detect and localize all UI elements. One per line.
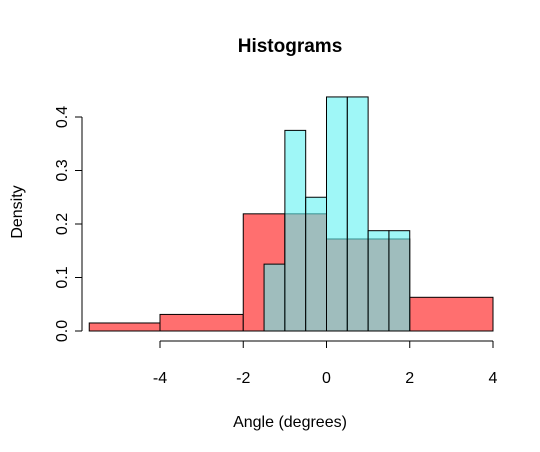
histogram-bar-2-2	[284, 129, 307, 332]
x-axis-label: Angle (degrees)	[233, 414, 347, 431]
y-tick-label: 0.0	[54, 320, 71, 342]
x-tick-label: 2	[405, 370, 414, 387]
axes-layer: -4 -2 0 2 4 0.0 0.1 0.2 0.3 0.4	[54, 106, 498, 387]
bars-layer	[88, 96, 494, 332]
histogram-bar-2-4	[326, 96, 348, 332]
chart-title: Histograms	[238, 36, 343, 57]
histogram-bar-1-9	[409, 296, 494, 332]
histogram-bar-2-5	[346, 96, 369, 332]
y-tick-label: 0.4	[54, 106, 71, 128]
x-tick-label: 4	[489, 370, 498, 387]
histogram-bar-2-1	[263, 263, 286, 332]
x-tick-label: -4	[153, 370, 167, 387]
x-tick-label: 0	[322, 370, 331, 387]
histogram-bar-2-6	[367, 230, 390, 332]
y-tick-label: 0.1	[54, 266, 71, 288]
x-tick-label: -2	[236, 370, 250, 387]
histogram-bar-1-1	[88, 322, 161, 332]
y-tick-label: 0.3	[54, 159, 71, 181]
y-tick-label: 0.2	[54, 213, 71, 235]
histogram-bar-2-3	[305, 196, 328, 332]
y-axis-label: Density	[9, 185, 26, 238]
histogram-bar-1-2	[159, 313, 244, 332]
histogram-bar-2-7	[388, 230, 411, 332]
